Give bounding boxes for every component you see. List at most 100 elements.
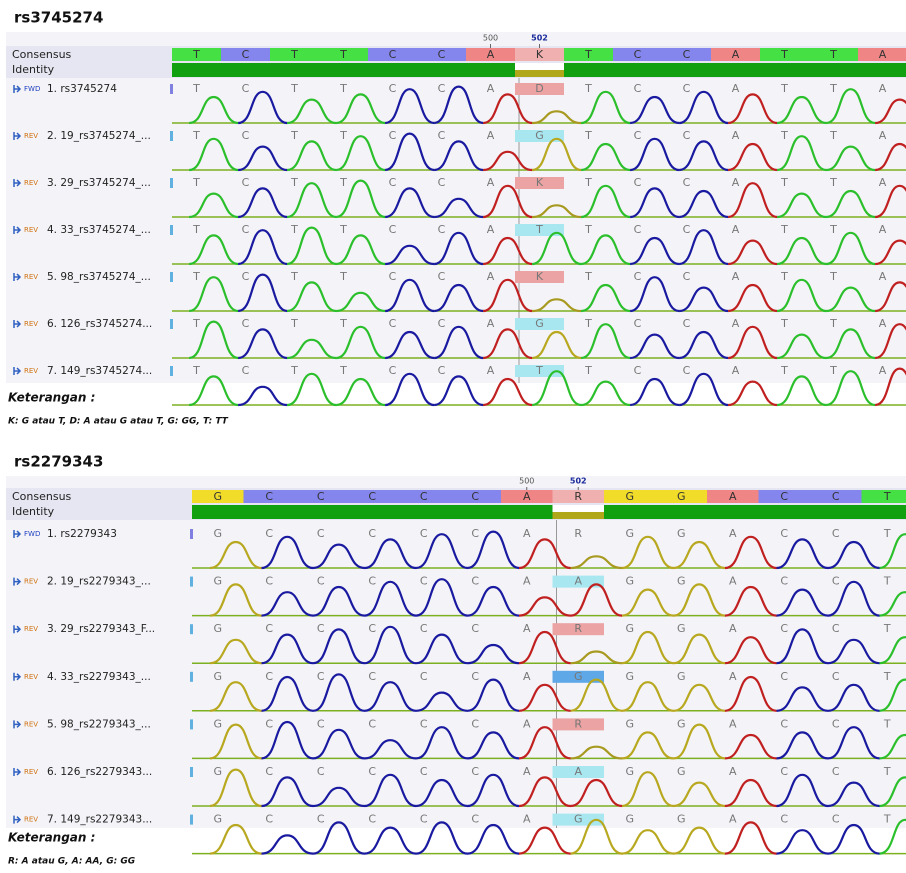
read-base: A [487, 270, 495, 283]
read-base: C [368, 813, 376, 826]
read-base: C [368, 670, 376, 683]
read-base: A [523, 622, 531, 635]
read-base: G [625, 765, 634, 778]
read-direction: REV [24, 625, 38, 633]
read-base: T [584, 82, 592, 95]
read-base: C [832, 575, 840, 588]
read-strand-bar [170, 178, 173, 188]
read-base: C [634, 223, 642, 236]
read-name: 2. 19_rs2279343_... [47, 576, 151, 588]
read-direction: REV [24, 273, 38, 281]
read-base: G [677, 813, 686, 826]
read-base: T [829, 82, 837, 95]
consensus-base: C [832, 490, 840, 503]
read-direction: REV [24, 673, 38, 681]
trace-peak [828, 825, 880, 854]
read-base: T [192, 82, 200, 95]
read-base: A [487, 82, 495, 95]
read-base: T [339, 176, 347, 189]
consensus-base: T [883, 490, 891, 503]
read-base: T [883, 670, 891, 683]
read-direction: REV [24, 226, 38, 234]
ruler-label: 500 [519, 477, 534, 486]
read-base: C [317, 527, 325, 540]
consensus-base: T [584, 48, 592, 61]
read-base: C [242, 223, 250, 236]
identity-label: Identity [12, 63, 55, 76]
read-base: C [832, 765, 840, 778]
read-direction: REV [24, 132, 38, 140]
read-base: C [438, 82, 446, 95]
read-base: C [438, 176, 446, 189]
read-base: T [584, 270, 592, 283]
consensus-base: T [339, 48, 347, 61]
consensus-base: C [471, 490, 479, 503]
read-strand-bar [170, 84, 173, 94]
read-base: A [729, 622, 737, 635]
read-base: T [829, 223, 837, 236]
read-base: A [879, 82, 887, 95]
read-base: C [438, 129, 446, 142]
read-base: C [368, 527, 376, 540]
consensus-base: T [192, 48, 200, 61]
read-base: A [879, 176, 887, 189]
read-base: A [732, 364, 740, 377]
read-base: G [625, 717, 634, 730]
note-title: Keterangan : [8, 831, 95, 845]
read-base: T [883, 813, 891, 826]
read-strand-bar [170, 225, 173, 235]
read-base: C [471, 813, 479, 826]
consensus-base: C [389, 48, 397, 61]
read-base: T [584, 176, 592, 189]
read-direction: REV [24, 768, 38, 776]
read-base: T [192, 364, 200, 377]
read-base: T [290, 223, 298, 236]
read-base: C [242, 364, 250, 377]
trace-peak [262, 835, 314, 853]
note-title: Keterangan : [8, 391, 95, 405]
read-base: C [683, 176, 691, 189]
read-base: T [829, 317, 837, 330]
read-base: T [829, 176, 837, 189]
read-base: C [683, 129, 691, 142]
read-base: G [625, 670, 634, 683]
read-base: A [729, 527, 737, 540]
read-base: T [290, 317, 298, 330]
read-base: T [339, 270, 347, 283]
read-base: T [192, 270, 200, 283]
read-base: A [574, 765, 582, 778]
read-base: G [625, 813, 634, 826]
read-name: 5. 98_rs3745274_... [47, 271, 151, 283]
read-base: C [683, 223, 691, 236]
read-base: C [265, 670, 273, 683]
read-base: G [677, 527, 686, 540]
read-base: A [487, 364, 495, 377]
consensus-base: G [625, 490, 634, 503]
read-name: 7. 149_rs3745274... [47, 365, 152, 377]
read-base: C [683, 270, 691, 283]
read-base: G [677, 670, 686, 683]
read-base: T [829, 129, 837, 142]
read-strand-bar [190, 815, 193, 825]
read-base: C [368, 717, 376, 730]
read-base: G [213, 717, 222, 730]
read-base: C [242, 82, 250, 95]
consensus-base: R [574, 490, 582, 503]
read-base: G [625, 527, 634, 540]
read-base: C [471, 765, 479, 778]
read-strand-bar [190, 719, 193, 729]
read-base: G [677, 575, 686, 588]
consensus-base: A [732, 48, 740, 61]
consensus-base: C [683, 48, 691, 61]
consensus-base: A [879, 48, 887, 61]
read-base: C [634, 364, 642, 377]
read-base: R [574, 527, 582, 540]
read-base: A [523, 813, 531, 826]
read-strand-bar [190, 624, 193, 634]
read-base: A [487, 176, 495, 189]
read-base: A [732, 82, 740, 95]
read-base: T [535, 364, 543, 377]
identity-bar [192, 505, 906, 519]
read-base: C [780, 717, 788, 730]
read-base: T [780, 176, 788, 189]
